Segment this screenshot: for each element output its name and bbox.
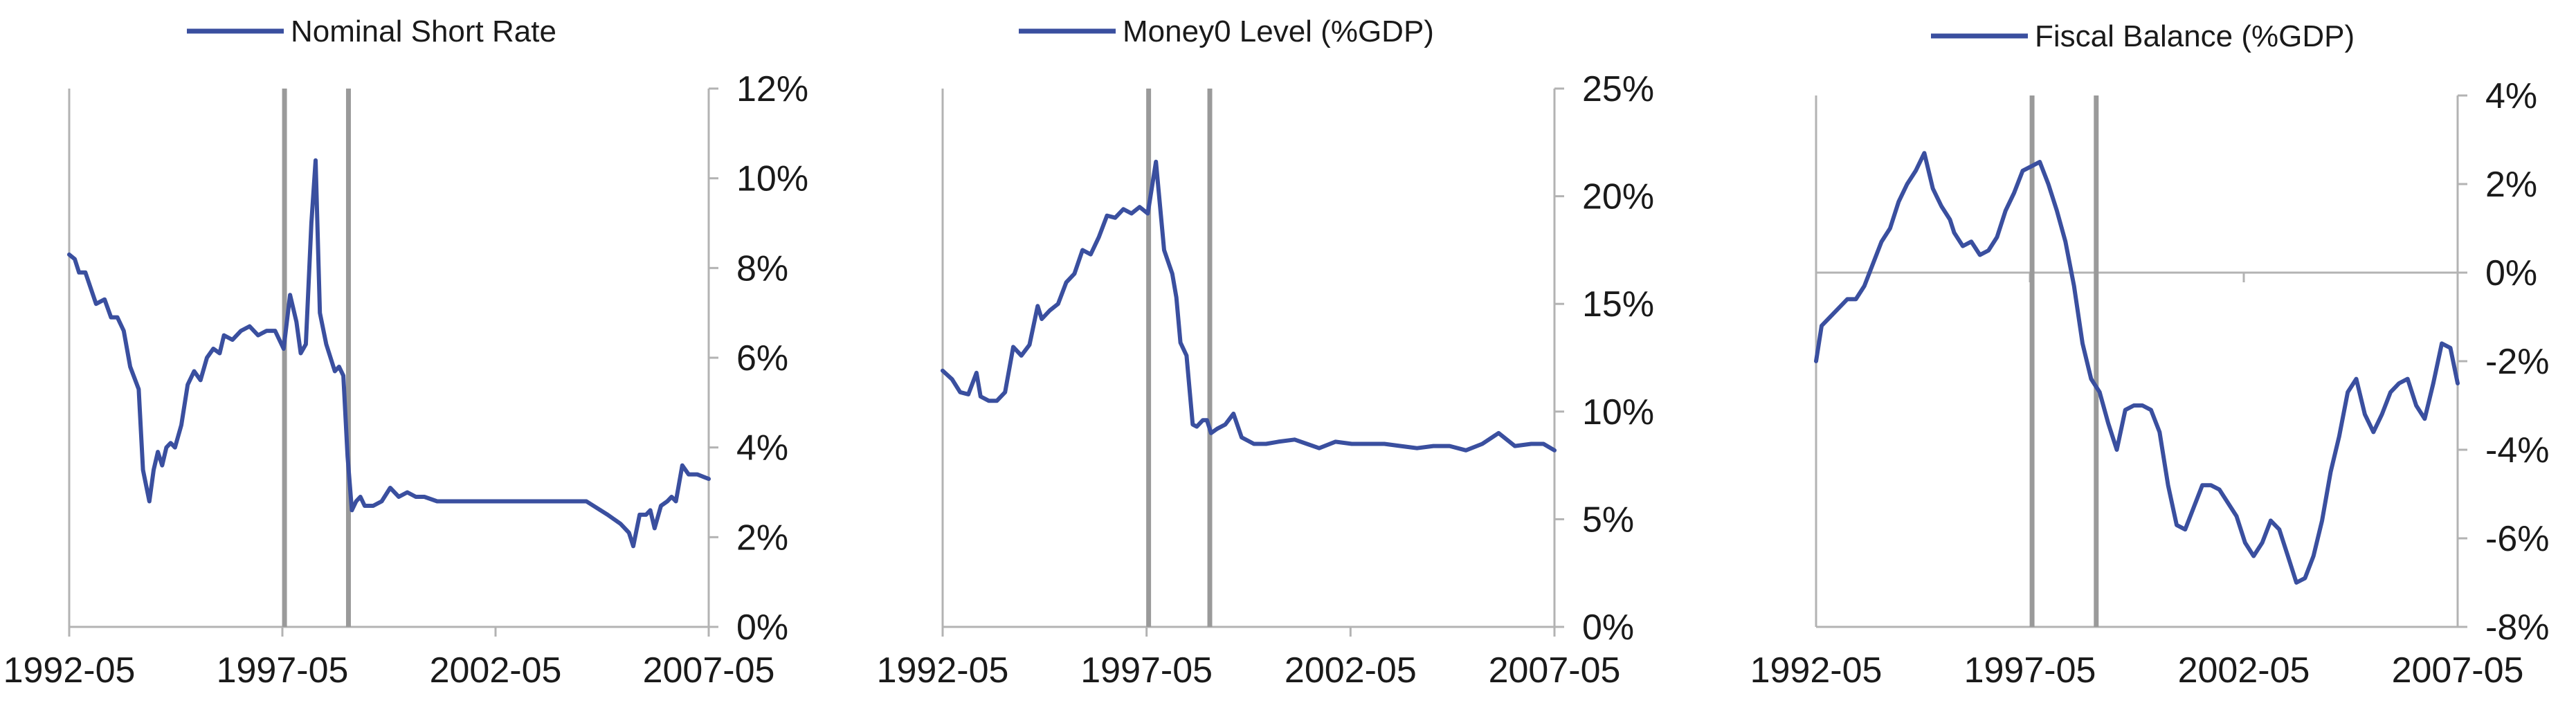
y-tick-label: 4% (2485, 76, 2537, 116)
x-tick-label: 1997-05 (1964, 650, 2096, 691)
x-tick-label: 1997-05 (217, 650, 349, 691)
y-tick-label: 10% (736, 159, 808, 199)
series-line (1814, 151, 2460, 585)
x-tick-label: 1997-05 (1080, 650, 1213, 691)
y-tick-label: 25% (1582, 69, 1654, 109)
y-tick-label: 0% (1582, 608, 1634, 648)
y-tick-label: 6% (736, 338, 788, 378)
legend-label: Money0 Level (%GDP) (1123, 15, 1434, 48)
y-tick-label: -6% (2485, 519, 2549, 559)
x-tick-label: 2002-05 (1285, 650, 1417, 691)
x-tick-label: 1992-05 (3, 650, 136, 691)
y-tick-label: 8% (736, 248, 788, 289)
y-tick-label: 20% (1582, 177, 1654, 217)
x-tick-label: 2007-05 (643, 650, 775, 691)
y-tick-label: 5% (1582, 500, 1634, 540)
x-tick-label: 1992-05 (1750, 650, 1883, 691)
x-tick-label: 2002-05 (430, 650, 562, 691)
legend-label: Fiscal Balance (%GDP) (2035, 19, 2355, 53)
y-tick-label: 0% (736, 608, 788, 648)
chart-panel-3: -8% -6% -4% -2% 0% 2% 4% 1992-05 1997-05 2002-05 2… (1750, 19, 2550, 691)
y-tick-label: 12% (736, 69, 808, 109)
y-tick-label: 0% (2485, 253, 2537, 293)
y-tick-label: 4% (736, 428, 788, 468)
x-tick-label: 2002-05 (2178, 650, 2310, 691)
legend-label: Nominal Short Rate (291, 15, 556, 48)
y-tick-label: 2% (2485, 165, 2537, 205)
y-tick-label: -8% (2485, 608, 2549, 648)
y-tick-label: 10% (1582, 392, 1654, 432)
series-line (941, 159, 1557, 453)
series-line (67, 158, 711, 549)
y-tick-label: -2% (2485, 342, 2549, 382)
x-tick-label: 2007-05 (1489, 650, 1621, 691)
chart-panel-1: 0% 2% 4% 6% 8% 10% 12% 1992-05 1997-05 2002-05 200… (3, 15, 809, 691)
y-tick-label: -4% (2485, 430, 2549, 471)
y-tick-label: 15% (1582, 284, 1654, 325)
x-tick-label: 2007-05 (2392, 650, 2524, 691)
y-tick-label: 2% (736, 518, 788, 558)
x-tick-label: 1992-05 (877, 650, 1009, 691)
chart-panel-2: 0% 5% 10% 15% 20% 25% 1992-05 1997-05 2002-05 200… (877, 15, 1655, 691)
